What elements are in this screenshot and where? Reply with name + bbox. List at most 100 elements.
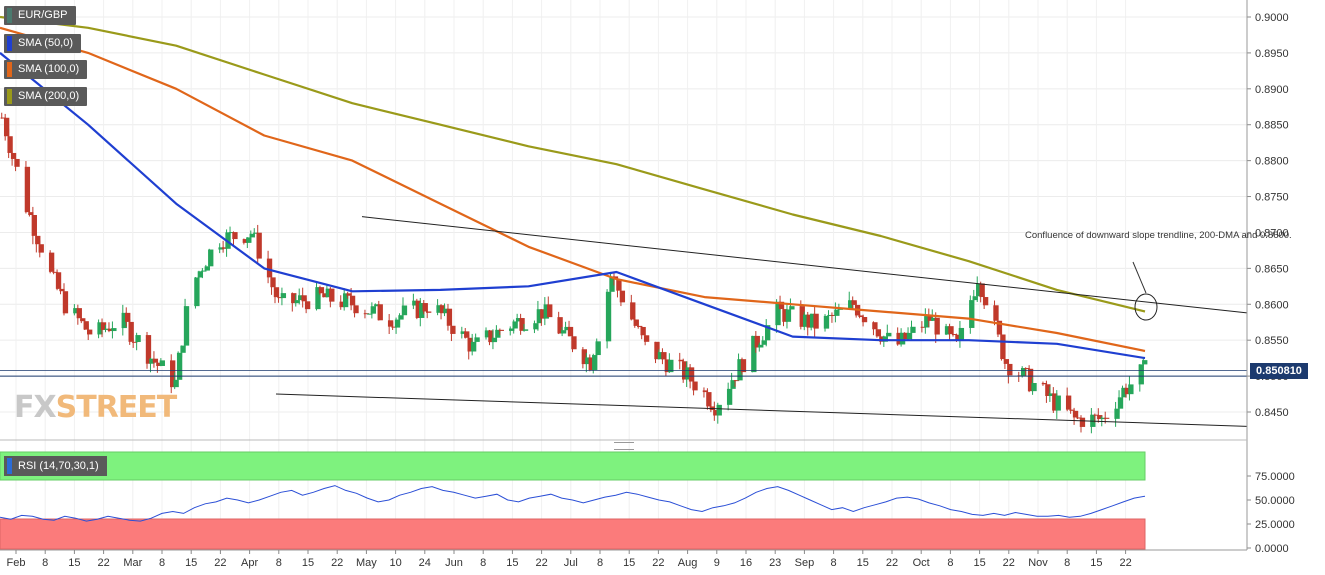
candle-body bbox=[48, 252, 55, 272]
candle-body bbox=[253, 232, 259, 234]
x-tick-label: 8 bbox=[1064, 557, 1070, 569]
candle-body bbox=[834, 309, 840, 316]
candle-body bbox=[180, 345, 186, 353]
legend-sma100: SMA (100,0) bbox=[4, 60, 88, 79]
candle-body bbox=[256, 232, 262, 259]
candles bbox=[0, 112, 1148, 434]
logo-street: STREET bbox=[55, 390, 178, 425]
candle-body bbox=[706, 392, 712, 407]
downtrend-line-lower bbox=[275, 393, 1248, 427]
candle-body bbox=[896, 332, 902, 345]
candle-body bbox=[688, 367, 695, 382]
x-tick-label: 15 bbox=[973, 557, 985, 569]
x-tick-label: 22 bbox=[214, 557, 226, 569]
candle-body bbox=[304, 301, 311, 310]
candle-body bbox=[560, 330, 567, 334]
candle-body bbox=[1124, 387, 1131, 395]
candle-body bbox=[280, 293, 287, 299]
candle-body bbox=[221, 247, 228, 249]
x-tick-label: 22 bbox=[97, 557, 109, 569]
candle-body bbox=[595, 341, 601, 356]
fxstreet-logo: FXSTREET bbox=[14, 390, 178, 425]
candle-body bbox=[879, 336, 885, 342]
candle-body bbox=[149, 358, 155, 364]
candle-body bbox=[183, 306, 190, 346]
candle-body bbox=[474, 337, 480, 342]
candle-body bbox=[491, 337, 498, 343]
candle-body bbox=[692, 381, 698, 391]
candle-body bbox=[702, 390, 709, 393]
candle-body bbox=[419, 303, 425, 318]
x-tick-label: 15 bbox=[623, 557, 635, 569]
candle-body bbox=[291, 293, 297, 304]
candle-body bbox=[886, 332, 892, 337]
panel-resize-handle[interactable] bbox=[614, 442, 634, 450]
candle-body bbox=[875, 329, 882, 337]
candle-body bbox=[934, 317, 940, 335]
legend-swatch bbox=[7, 8, 12, 23]
rsi-oversold-zone bbox=[0, 518, 1146, 550]
moving-averages bbox=[0, 15, 1146, 360]
candle-body bbox=[242, 239, 248, 243]
candle-body bbox=[567, 326, 574, 337]
candle-body bbox=[363, 313, 370, 315]
x-tick-label: Sep bbox=[795, 557, 815, 569]
candle-body bbox=[322, 293, 328, 298]
candle-body bbox=[450, 325, 456, 334]
x-tick-label: Apr bbox=[241, 557, 258, 569]
candle-body bbox=[775, 301, 781, 326]
candle-body bbox=[422, 303, 428, 312]
candle-body bbox=[1065, 395, 1072, 410]
candle-body bbox=[62, 291, 69, 314]
candle-body bbox=[318, 287, 325, 294]
candle-body bbox=[910, 326, 916, 333]
candle-body bbox=[277, 297, 283, 299]
candle-body bbox=[273, 287, 280, 298]
legend-swatch bbox=[7, 36, 12, 51]
candle-body bbox=[1114, 408, 1120, 419]
candle-body bbox=[782, 309, 788, 322]
candle-body bbox=[111, 328, 117, 332]
candle-body bbox=[1097, 415, 1103, 420]
annotation-text: Confluence of downward slope trendline, … bbox=[1025, 230, 1292, 241]
candle-body bbox=[35, 235, 41, 245]
candle-body bbox=[737, 359, 743, 381]
confluence-circle bbox=[1134, 293, 1158, 321]
candle-body bbox=[685, 367, 691, 380]
candle-body bbox=[1052, 393, 1058, 411]
candle-body bbox=[592, 355, 598, 371]
candle-body bbox=[616, 279, 622, 291]
x-tick-label: 22 bbox=[1119, 557, 1131, 569]
candle-body bbox=[76, 308, 82, 319]
candle-body bbox=[0, 117, 6, 119]
candle-body bbox=[488, 330, 494, 343]
candle-body bbox=[107, 328, 114, 332]
candle-body bbox=[571, 336, 577, 350]
x-tick-label: 22 bbox=[535, 557, 547, 569]
candle-body bbox=[661, 352, 667, 360]
candle-body bbox=[10, 152, 17, 159]
candle-body bbox=[657, 352, 664, 360]
candle-body bbox=[121, 312, 127, 329]
candle-body bbox=[823, 315, 830, 329]
candle-body bbox=[315, 287, 321, 310]
candle-body bbox=[156, 362, 162, 366]
candle-body bbox=[533, 323, 539, 330]
candle-body bbox=[740, 359, 747, 373]
x-tick-label: Mar bbox=[123, 557, 142, 569]
candle-body bbox=[194, 277, 200, 307]
candle-body bbox=[28, 212, 34, 215]
candle-body bbox=[861, 317, 868, 323]
x-tick-label: 15 bbox=[68, 557, 80, 569]
legend-label: RSI (14,70,30,1) bbox=[18, 460, 99, 472]
candle-body bbox=[1128, 384, 1134, 395]
candle-body bbox=[522, 329, 529, 331]
y-tick-label: 0.8850 bbox=[1255, 120, 1289, 132]
candle-body bbox=[83, 321, 89, 330]
candle-body bbox=[509, 328, 515, 331]
candle-body bbox=[664, 359, 671, 373]
legend-label: SMA (100,0) bbox=[18, 63, 80, 75]
candle-body bbox=[581, 349, 587, 365]
candle-body bbox=[609, 276, 615, 292]
candle-body bbox=[1020, 368, 1027, 377]
